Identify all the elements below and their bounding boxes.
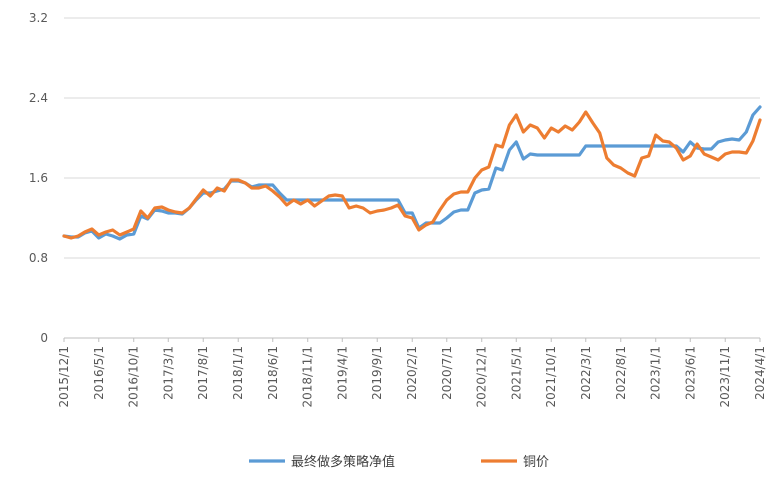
x-tick-label: 2018/6/1 — [266, 346, 280, 400]
y-axis-tick-labels: 3.2 2.4 1.6 0.8 0 — [29, 11, 48, 345]
x-tick-label: 2020/12/1 — [475, 346, 489, 408]
x-tick-label: 2023/6/1 — [683, 346, 697, 400]
x-tick-label: 2019/4/1 — [335, 346, 349, 400]
x-tick-label: 2021/10/1 — [544, 346, 558, 408]
x-tick-label: 2019/9/1 — [370, 346, 384, 400]
y-tick-label: 2.4 — [29, 91, 48, 105]
y-tick-label: 1.6 — [29, 171, 48, 185]
x-tick-label: 2021/5/1 — [509, 346, 523, 400]
x-tick-label: 2023/1/1 — [649, 346, 663, 400]
x-tick-label: 2015/12/1 — [57, 346, 71, 408]
series-line-copper-price — [62, 110, 762, 240]
x-tick-label: 2018/11/1 — [301, 346, 315, 408]
legend-label-strategy: 最终做多策略净值 — [291, 454, 395, 470]
x-tick-label: 2023/11/1 — [718, 346, 732, 408]
grid-lines — [64, 17, 760, 259]
legend-label-copper: 铜价 — [523, 455, 549, 470]
x-tick-label: 2022/3/1 — [579, 346, 593, 400]
x-tick-label: 2020/7/1 — [440, 346, 454, 400]
x-tick-label: 2024/4/1 — [753, 346, 767, 400]
x-tick-label: 2022/8/1 — [614, 346, 628, 400]
y-tick-label: 0.8 — [29, 251, 48, 265]
y-tick-label: 3.2 — [29, 11, 48, 25]
x-tick-label: 2016/5/1 — [92, 346, 106, 400]
y-tick-label: 0 — [40, 331, 48, 345]
x-tick-label: 2016/10/1 — [127, 346, 141, 408]
x-tick-label: 2017/3/1 — [161, 346, 175, 400]
legend: 最终做多策略净值 铜价 — [249, 454, 549, 470]
x-axis-tick-labels: 2015/12/1 2016/5/1 2016/10/1 2017/3/1 2017/8… — [57, 338, 767, 408]
series-lines — [62, 105, 762, 241]
x-tick-label: 2020/2/1 — [405, 346, 419, 400]
x-tick-label: 2018/1/1 — [231, 346, 245, 400]
x-tick-label: 2017/8/1 — [196, 346, 210, 400]
